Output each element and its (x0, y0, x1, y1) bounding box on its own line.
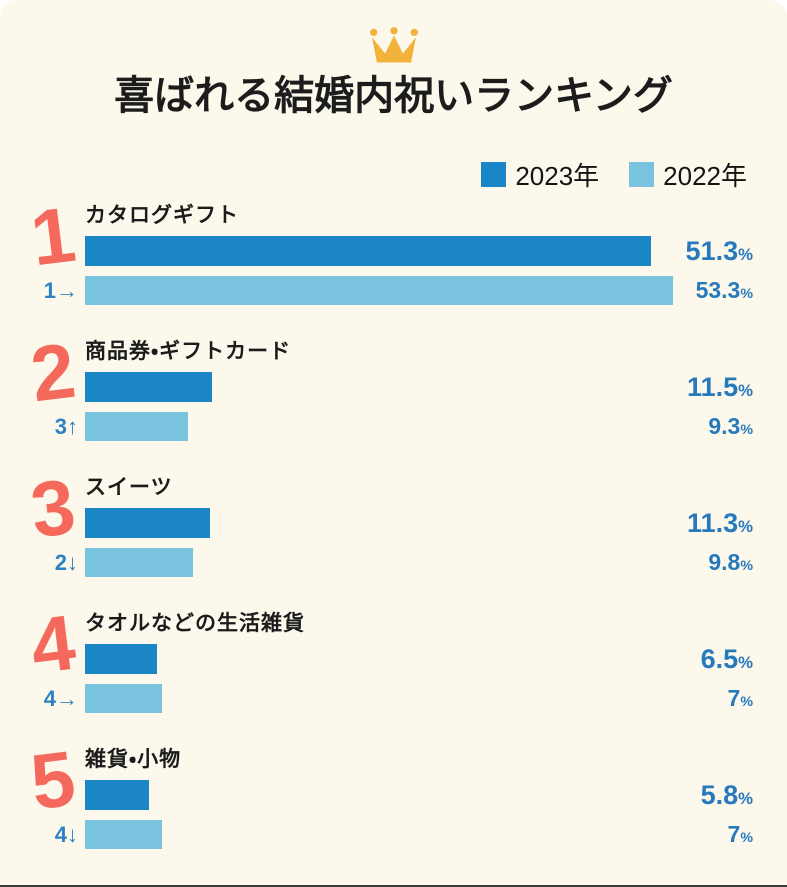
page-title: 喜ばれる結婚内祝いランキング (114, 74, 673, 118)
percent-sign: % (740, 830, 753, 846)
value-2023: 51.3% (685, 236, 753, 266)
prev-rank-badge: 2↓ (54, 550, 78, 575)
rank-number: 1 (26, 189, 80, 283)
prev-rank-badge: 3↑ (54, 414, 78, 439)
value-2023: 5.8% (700, 780, 753, 810)
value-2022: 7% (727, 685, 753, 711)
legend: 2023年 2022年 (481, 156, 747, 193)
bar-2022 (85, 684, 162, 713)
bar-2022 (85, 820, 162, 849)
bar-2022 (85, 412, 188, 441)
legend-item-2022: 2022年 (629, 156, 747, 193)
percent-sign: % (738, 517, 753, 536)
percent-sign: % (740, 286, 753, 302)
item-label: 商品券・ギフトカード (85, 340, 292, 363)
legend-label-2023: 2023年 (515, 161, 600, 191)
ranking-row-3: 3 スイーツ 11.3% 2↓ 9.8% (0, 462, 787, 611)
percent-sign: % (740, 558, 753, 574)
percent-sign: % (740, 422, 753, 438)
percent-sign: % (740, 694, 753, 710)
bottom-border-line (0, 885, 787, 887)
value-2023: 6.5% (700, 644, 753, 674)
value-2022: 9.3% (708, 413, 753, 439)
ranking-row-1: 1 カタログギフト 51.3% 1→ 53.3% (0, 190, 787, 339)
value-2022: 53.3% (695, 277, 753, 303)
bar-2023 (85, 644, 157, 674)
value-2022: 9.8% (708, 549, 753, 575)
value-2022: 7% (727, 821, 753, 847)
prev-rank-badge: 4→ (43, 686, 78, 711)
item-label: カタログギフト (85, 204, 239, 227)
rank-number: 3 (26, 461, 80, 555)
item-label: スイーツ (85, 476, 173, 499)
rank-number: 4 (26, 597, 80, 691)
legend-item-2023: 2023年 (481, 156, 599, 193)
legend-swatch-2023 (481, 162, 507, 187)
ranking-row-2: 2 商品券・ギフトカード 11.5% 3↑ 9.3% (0, 326, 787, 475)
item-label: 雑貨・小物 (85, 748, 182, 771)
percent-sign: % (738, 245, 753, 264)
legend-label-2022: 2022年 (663, 161, 747, 191)
percent-sign: % (738, 653, 753, 672)
bar-2022 (85, 548, 193, 577)
value-2023: 11.3% (687, 508, 753, 538)
legend-swatch-2022 (629, 162, 655, 187)
bar-2022 (85, 276, 673, 305)
bar-2023 (85, 236, 651, 266)
item-label: タオルなどの生活雑貨 (85, 612, 305, 635)
percent-sign: % (738, 381, 753, 400)
bar-2023 (85, 780, 149, 810)
prev-rank-badge: 4↓ (54, 822, 78, 847)
bar-2023 (85, 508, 210, 538)
percent-sign: % (738, 789, 753, 808)
rank-number: 2 (26, 325, 80, 419)
ranking-list: 1 カタログギフト 51.3% 1→ 53.3% 2 商品券・ギフトカード 11… (0, 190, 787, 883)
bar-2023 (85, 372, 212, 402)
ranking-row-4: 4 タオルなどの生活雑貨 6.5% 4→ 7% (0, 598, 787, 747)
crown-icon (0, 26, 787, 68)
prev-rank-badge: 1→ (43, 278, 78, 303)
rank-number: 5 (26, 733, 80, 827)
value-2023: 11.5% (687, 372, 753, 402)
ranking-row-5: 5 雑貨・小物 5.8% 4↓ 7% (0, 734, 787, 883)
